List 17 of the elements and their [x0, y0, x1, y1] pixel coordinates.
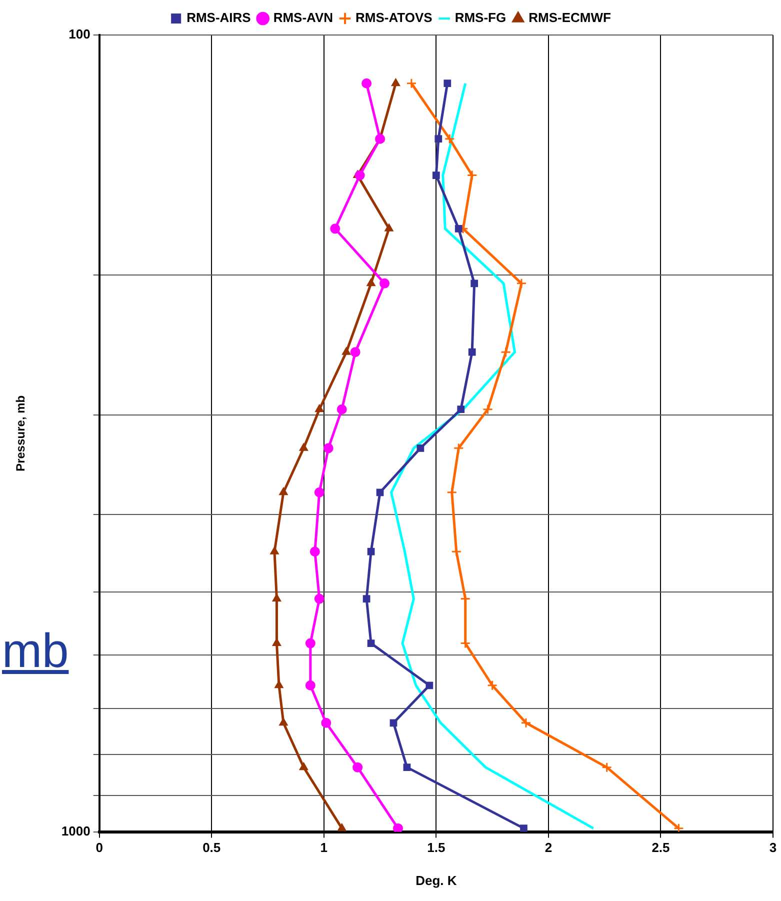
legend-label: RMS-ATOVS	[356, 10, 433, 26]
x-tick-label: 1.5	[427, 840, 446, 856]
x-tick-label: 0	[96, 840, 103, 856]
text: mb	[2, 625, 69, 678]
x-axis-title: Deg. K	[416, 872, 458, 888]
x-tick-label: 1	[320, 840, 328, 856]
legend-label: RMS-AIRS	[186, 10, 252, 26]
x-tick-label: 2	[544, 840, 552, 856]
x-tick-label: 0.5	[202, 840, 221, 856]
x-tick-label: 2.5	[652, 840, 670, 856]
legend-label: RMS-ECMWF	[528, 10, 611, 26]
legend-label: RMS-FG	[454, 10, 506, 26]
x-tick-label: 3	[769, 840, 777, 856]
y-axis-title: Pressure, mb	[14, 395, 28, 472]
y-tick-label: 1000	[61, 823, 90, 838]
legend-label: RMS-AVN	[273, 10, 334, 26]
y-tick-label: 100	[68, 26, 90, 42]
